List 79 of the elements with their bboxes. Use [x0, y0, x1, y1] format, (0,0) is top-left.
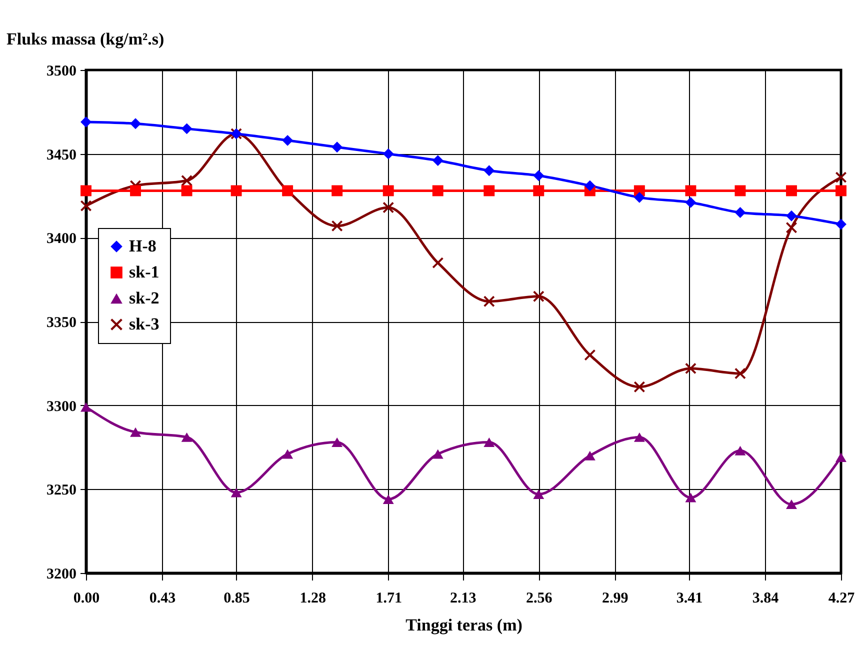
point: [282, 134, 294, 146]
x-tick-label: 2.99: [602, 590, 628, 606]
point: [382, 202, 394, 213]
point: [282, 449, 294, 459]
point: [130, 427, 141, 437]
x-tick-label: 1.28: [300, 590, 326, 606]
point: [80, 116, 92, 128]
point: [634, 192, 645, 203]
point: [432, 449, 444, 459]
point: [685, 196, 696, 208]
point: [432, 155, 444, 166]
x-axis-title: Tinggi teras (m): [406, 616, 522, 634]
point: [685, 185, 696, 196]
point: [634, 432, 645, 442]
x-tick-label: 2.56: [526, 590, 553, 606]
point: [685, 362, 696, 374]
point: [484, 437, 495, 447]
y-tick-label: 3500: [46, 64, 76, 80]
point: [734, 446, 746, 456]
x-tick-label: 0.43: [149, 590, 176, 606]
point: [634, 381, 645, 392]
point: [484, 185, 495, 196]
legend-label: sk-1: [129, 262, 160, 282]
point: [332, 220, 343, 232]
point: [382, 148, 394, 160]
point: [230, 488, 242, 498]
x-tick-label: 3.41: [676, 590, 703, 606]
x-tick-label: 1.71: [376, 590, 402, 606]
point: [533, 185, 544, 196]
point: [685, 492, 696, 502]
point: [786, 210, 797, 222]
y-tick-label: 3300: [46, 398, 76, 415]
point: [332, 142, 343, 153]
point: [836, 185, 846, 196]
y-tick-label: 3400: [46, 231, 76, 248]
point: [382, 494, 394, 504]
legend-label: sk-3: [129, 314, 160, 334]
point: [181, 432, 192, 442]
point: [734, 368, 746, 379]
y-tick-label: 3250: [46, 482, 76, 499]
y-tick-label: 3450: [46, 147, 76, 164]
point: [432, 257, 444, 268]
point: [786, 185, 797, 196]
point: [332, 437, 343, 447]
point: [584, 350, 596, 361]
y-tick-label: 3200: [46, 566, 76, 582]
point: [836, 218, 846, 230]
y-tick-label: 3350: [46, 315, 76, 331]
x-tick-label: 0.00: [73, 590, 100, 606]
point: [786, 222, 797, 234]
x-tick-label: 2.13: [450, 590, 476, 606]
point: [584, 450, 596, 460]
point: [484, 296, 495, 307]
x-tick-label: 3.84: [752, 590, 780, 606]
point: [80, 200, 92, 212]
point: [533, 290, 544, 302]
legend-label: H-8: [129, 236, 156, 256]
legend-label: sk-2: [129, 288, 160, 308]
point: [584, 180, 596, 192]
point: [836, 172, 846, 183]
point: [734, 185, 746, 196]
point: [484, 165, 495, 176]
x-tick-label: 0.85: [224, 590, 250, 606]
point: [533, 170, 544, 182]
point: [80, 185, 92, 196]
y-axis-title: Fluks massa (kg/m².s): [6, 30, 164, 48]
point: [786, 500, 797, 509]
point: [181, 123, 192, 134]
point: [130, 185, 141, 196]
x-tick-label: 4.27: [828, 590, 856, 606]
point: [230, 185, 242, 196]
point: [332, 185, 343, 196]
point: [181, 185, 192, 196]
point: [533, 489, 544, 499]
point: [836, 452, 846, 462]
point: [130, 118, 141, 130]
point: [734, 207, 746, 218]
point: [382, 185, 394, 196]
point: [432, 185, 444, 196]
